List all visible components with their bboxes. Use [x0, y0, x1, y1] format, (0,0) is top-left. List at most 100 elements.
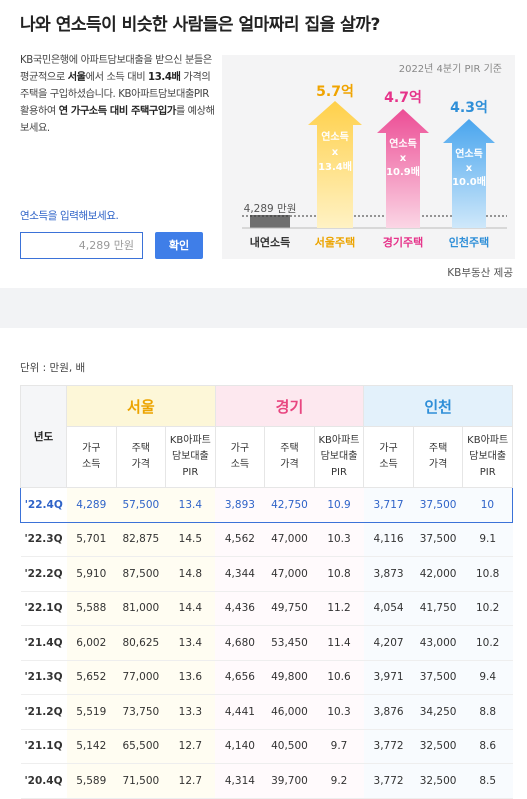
value-cell: 82,875 [116, 522, 166, 557]
value-cell: 57,500 [116, 487, 166, 523]
value-cell: 4,344 [215, 556, 265, 592]
value-cell: 42,000 [413, 556, 463, 592]
value-cell: 37,500 [413, 487, 463, 523]
value-cell: 14.4 [165, 591, 216, 626]
subheader-text: KB아파트 [318, 435, 360, 446]
value-cell: 32,500 [413, 763, 463, 799]
subheader-row: 가구 소득 주택 가격 KB아파트 담보대출 PIR 가구 소득 주택 가격 KB아파트 담보대출 PIR… [21, 426, 513, 488]
value-cell: 3,876 [363, 694, 414, 730]
income-value: 4,289 만원 [244, 203, 297, 215]
subheader-text: PIR [479, 467, 496, 478]
house-text: 연소득 [455, 147, 483, 160]
subheader: 가구 소득 [66, 426, 117, 488]
value-cell: 47,000 [264, 522, 315, 557]
value-cell: 11.2 [314, 591, 364, 626]
pir-graphic: 2022년 4분기 PIR 기준 4,289 만원 내연소득 5.7억 연소득 … [222, 55, 515, 259]
value-cell: 37,500 [413, 660, 463, 695]
subheader-text: 소득 [82, 459, 101, 470]
subheader-text: 담보대출 [171, 451, 209, 462]
value-cell: 13.4 [165, 487, 216, 523]
value-cell: 37,500 [413, 522, 463, 557]
value-cell: 13.3 [165, 694, 216, 730]
value-cell: 3,772 [363, 729, 414, 764]
value-cell: 10.8 [462, 556, 513, 592]
value-cell: 9.4 [462, 660, 513, 695]
house-text: x [332, 147, 339, 158]
house-label: 서울주택 [315, 235, 355, 249]
value-cell: 10 [462, 487, 513, 523]
pir-table: 년도 서울 경기 인천 가구 소득 주택 가격 KB아파트 담보대출 PIR 가구 소득 주택 가격 KB… [20, 385, 513, 799]
value-cell: 4,207 [363, 625, 414, 661]
value-cell: 10.8 [314, 556, 364, 592]
subheader: 주택 가격 [412, 426, 464, 488]
value-cell: 3,893 [215, 487, 265, 523]
basis: 2022년 4분기 PIR 기준 [399, 63, 502, 75]
year-cell: '21.2Q [20, 694, 67, 730]
value-cell: 81,000 [116, 591, 166, 626]
subheader: KB아파트 담보대출 PIR [313, 426, 365, 488]
value-cell: 4,562 [215, 522, 265, 557]
intro: KB국민은행에 아파트담보대출을 받으신 분들은 평균적으로 서울에서 소득 대… [20, 52, 220, 137]
subheader: KB아파트 담보대출 PIR [462, 426, 513, 488]
house-label: 인천주택 [449, 235, 489, 249]
intro-bold: 서울 [67, 72, 86, 83]
house-text: 13.4배 [318, 160, 352, 173]
intro-text: 가격의 주택을 구입하셨습니다. KB아파트담보대출PIR 활용하여 [20, 72, 211, 117]
value-cell: 13.4 [165, 625, 216, 661]
value-cell: 5,588 [66, 591, 117, 626]
table-row: '22.4Q 4,289 57,500 13.4 3,893 42,750 10.9 3,71… [20, 487, 513, 523]
subheader: KB아파트 담보대출 PIR [165, 426, 216, 488]
value-cell: 10.2 [462, 625, 513, 661]
value-cell: 11.4 [314, 625, 364, 661]
year-cell: '22.2Q [20, 556, 67, 592]
subheader-text: 주택 [131, 443, 151, 454]
subheader-text: 주택 [428, 443, 448, 454]
value-cell: 46,000 [264, 694, 315, 730]
value-cell: 4,289 [66, 487, 117, 523]
house-price: 4.7억 [384, 90, 422, 106]
value-cell: 9.1 [462, 522, 513, 557]
subheader-text: 가구 [379, 443, 398, 454]
intro-text: 를 예상해보세요. [20, 106, 215, 134]
value-cell: 53,450 [264, 625, 315, 661]
year-header: 년도 [20, 385, 67, 488]
house-text: x [466, 163, 473, 174]
value-cell: 10.3 [314, 694, 364, 730]
value-cell: 39,700 [264, 763, 315, 799]
subheader-text: 소득 [230, 459, 250, 470]
value-cell: 32,500 [413, 729, 463, 764]
value-cell: 12.7 [165, 763, 216, 799]
value-cell: 5,910 [66, 556, 117, 592]
subheader-text: 가격 [280, 459, 299, 470]
unit: 단위 : 만원, 배 [20, 362, 86, 374]
value-cell: 73,750 [116, 694, 166, 730]
value-cell: 10.2 [462, 591, 513, 626]
value-cell: 5,701 [66, 522, 117, 557]
value-cell: 80,625 [116, 625, 166, 661]
house-text: x [400, 153, 407, 164]
table-row: '21.1Q 5,142 65,500 12.7 4,140 40,500 9.7 3,772… [20, 729, 513, 764]
value-cell: 14.5 [165, 522, 216, 557]
value-cell: 42,750 [264, 487, 315, 523]
value-cell: 14.8 [165, 556, 216, 592]
value-cell: 71,500 [116, 763, 166, 799]
subheader-text: 담보대출 [320, 451, 358, 462]
confirm-button[interactable]: 확인 [155, 232, 203, 259]
source: KB부동산 제공 [447, 267, 513, 279]
house-price: 4.3억 [450, 100, 488, 116]
value-cell: 77,000 [116, 660, 166, 695]
value-cell: 3,873 [363, 556, 414, 592]
value-cell: 10.3 [314, 522, 364, 557]
value-cell: 4,441 [215, 694, 265, 730]
value-cell: 65,500 [116, 729, 166, 764]
value-cell: 3,772 [363, 763, 414, 799]
value-cell: 4,680 [215, 625, 265, 661]
value-cell: 34,250 [413, 694, 463, 730]
income-input[interactable]: 4,289 만원 [20, 232, 143, 259]
year-cell: '20.4Q [20, 763, 67, 799]
year-cell: '22.1Q [20, 591, 67, 626]
header-row: 년도 서울 경기 인천 [20, 385, 513, 488]
value-cell: 49,750 [264, 591, 315, 626]
value-cell: 5,142 [66, 729, 117, 764]
